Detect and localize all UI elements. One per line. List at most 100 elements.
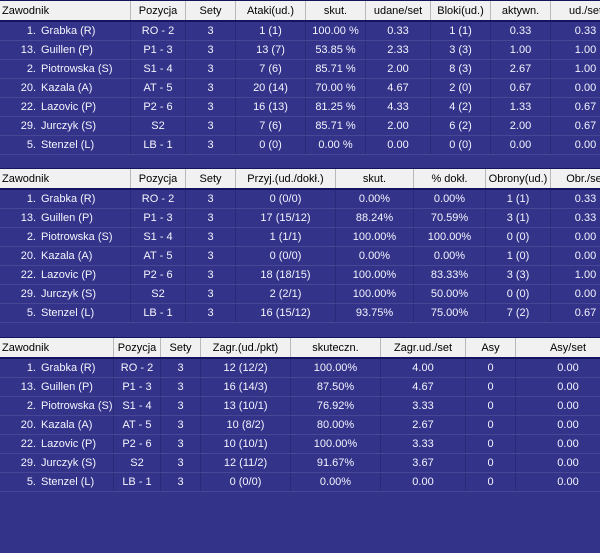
player-name: Grabka (R) — [41, 362, 96, 374]
column-header: skut. — [335, 169, 413, 188]
player-number: 1. — [26, 362, 36, 374]
column-header: Pozycja — [130, 1, 185, 20]
stat-cell: 0 — [465, 378, 515, 396]
player-row: 29. Jurczyk (S) S2 3 2 (2/1) 100.00% 50.00% 0 (… — [0, 285, 600, 304]
stat-cell: AT - 5 — [130, 79, 185, 97]
stat-cell: 7 (6) — [235, 60, 305, 78]
player-name-cell: 13. Guillen (P) — [0, 41, 130, 59]
player-row: 13. Guillen (P) P1 - 3 3 13 (7) 53.85 % 2.33 3 … — [0, 41, 600, 60]
stat-cell: 0.00 — [515, 473, 600, 491]
stat-cell: 0 (0) — [430, 136, 490, 154]
serve-stats-table: Zawodnik Pozycja Sety Zagr.(ud./pkt) skutecz… — [0, 337, 600, 492]
stat-cell: 3 — [185, 136, 235, 154]
stat-cell: 2 (0) — [430, 79, 490, 97]
stat-cell: 0 — [465, 416, 515, 434]
stat-cell: AT - 5 — [130, 247, 185, 265]
stat-cell: 0 (0/0) — [200, 473, 290, 491]
player-name-cell: 22. Lazovic (P) — [0, 266, 130, 284]
stat-cell: 2.67 — [490, 60, 550, 78]
column-header: Obrony(ud.) — [485, 169, 550, 188]
stat-cell: 0.00 — [380, 473, 465, 491]
stat-cell: 93.75% — [335, 304, 413, 322]
stat-cell: 3.33 — [380, 435, 465, 453]
stat-cell: 3 — [185, 22, 235, 40]
player-name: Lazovic (P) — [41, 101, 97, 113]
player-name-cell: 29. Jurczyk (S) — [0, 454, 113, 472]
player-row: 1. Grabka (R) RO - 2 3 12 (12/2) 100.00% 4.00 0… — [0, 359, 600, 378]
stat-cell: RO - 2 — [113, 359, 160, 377]
stat-cell: 81.25 % — [305, 98, 365, 116]
column-header: udane/set — [365, 1, 430, 20]
player-name-cell: 22. Lazovic (P) — [0, 98, 130, 116]
player-name: Jurczyk (S) — [41, 288, 96, 300]
stat-cell: 53.85 % — [305, 41, 365, 59]
stat-cell: 1.00 — [550, 60, 600, 78]
stat-cell: 0.00 — [490, 136, 550, 154]
stat-cell: LB - 1 — [130, 136, 185, 154]
stat-cell: 1 (1) — [430, 22, 490, 40]
stat-cell: 3 — [160, 416, 200, 434]
stat-cell: 0.00% — [290, 473, 380, 491]
stat-cell: 3 — [185, 228, 235, 246]
stat-cell: 16 (15/12) — [235, 304, 335, 322]
player-name: Kazala (A) — [41, 419, 93, 431]
stat-cell: P2 - 6 — [130, 266, 185, 284]
stat-cell: 100.00 % — [305, 22, 365, 40]
stat-cell: S1 - 4 — [130, 228, 185, 246]
stat-cell: 0.00 — [515, 454, 600, 472]
stat-cell: 85.71 % — [305, 60, 365, 78]
stat-cell: 75.00% — [413, 304, 485, 322]
stat-cell: 100.00% — [413, 228, 485, 246]
stat-cell: 80.00% — [290, 416, 380, 434]
column-header: ud./set — [550, 1, 600, 20]
column-header: skuteczn. — [290, 338, 380, 357]
stat-cell: 0.00 — [550, 79, 600, 97]
stat-cell: 2 (2/1) — [235, 285, 335, 303]
header-row: Zawodnik Pozycja Sety Przyj.(ud./dokł.) skut… — [0, 168, 600, 190]
stat-cell: 4.67 — [380, 378, 465, 396]
stat-cell: 0.00 — [365, 136, 430, 154]
player-row: 22. Lazovic (P) P2 - 6 3 18 (18/15) 100.00% 83… — [0, 266, 600, 285]
stat-cell: 0.00% — [335, 190, 413, 208]
player-row: 22. Lazovic (P) P2 - 6 3 16 (13) 81.25 % 4.33 4… — [0, 98, 600, 117]
stat-cell: 3 — [160, 435, 200, 453]
stat-cell: 0.67 — [550, 117, 600, 135]
player-name: Grabka (R) — [41, 193, 96, 205]
player-name: Jurczyk (S) — [41, 457, 96, 469]
player-name-cell: 2. Piotrowska (S) — [0, 60, 130, 78]
column-header: Sety — [185, 169, 235, 188]
stat-cell: 0 (0) — [485, 285, 550, 303]
stat-cell: 3 — [160, 359, 200, 377]
stat-cell: 16 (14/3) — [200, 378, 290, 396]
stat-cell: 8 (3) — [430, 60, 490, 78]
player-name: Kazala (A) — [41, 250, 93, 262]
column-header: skut. — [305, 1, 365, 20]
player-row: 2. Piotrowska (S) S1 - 4 3 13 (10/1) 76.92% 3.… — [0, 397, 600, 416]
player-name-cell: 29. Jurczyk (S) — [0, 117, 130, 135]
player-name: Kazala (A) — [41, 82, 93, 94]
player-row: 13. Guillen (P) P1 - 3 3 17 (15/12) 88.24% 70.… — [0, 209, 600, 228]
stat-cell: P2 - 6 — [130, 98, 185, 116]
player-name-cell: 20. Kazala (A) — [0, 79, 130, 97]
player-name: Piotrowska (S) — [41, 231, 113, 243]
player-number: 2. — [26, 400, 36, 412]
stat-cell: 12 (11/2) — [200, 454, 290, 472]
column-header: Zawodnik — [2, 341, 50, 354]
player-name: Guillen (P) — [41, 44, 93, 56]
stat-cell: 16 (13) — [235, 98, 305, 116]
player-number: 13. — [20, 44, 36, 56]
stat-cell: 0 — [465, 397, 515, 415]
stat-cell: 2.00 — [365, 117, 430, 135]
stat-cell: 3.67 — [380, 454, 465, 472]
player-name: Guillen (P) — [41, 212, 93, 224]
stat-cell: 4.67 — [365, 79, 430, 97]
column-header: Zagr.ud./set — [380, 338, 465, 357]
player-name-cell: 1. Grabka (R) — [0, 359, 113, 377]
stat-cell: 3 (3) — [430, 41, 490, 59]
stat-cell: 100.00% — [290, 435, 380, 453]
player-number: 29. — [20, 120, 36, 132]
player-name: Piotrowska (S) — [41, 400, 113, 412]
player-number: 29. — [20, 457, 36, 469]
